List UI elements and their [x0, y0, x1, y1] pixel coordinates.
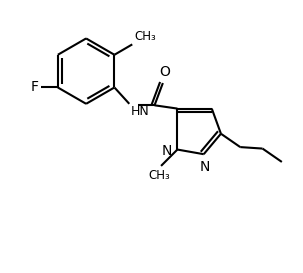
Text: CH₃: CH₃ [149, 170, 171, 182]
Text: O: O [159, 66, 170, 79]
Text: HN: HN [131, 105, 149, 118]
Text: N: N [162, 144, 172, 158]
Text: CH₃: CH₃ [135, 30, 156, 43]
Text: N: N [200, 159, 210, 174]
Text: F: F [31, 81, 39, 94]
